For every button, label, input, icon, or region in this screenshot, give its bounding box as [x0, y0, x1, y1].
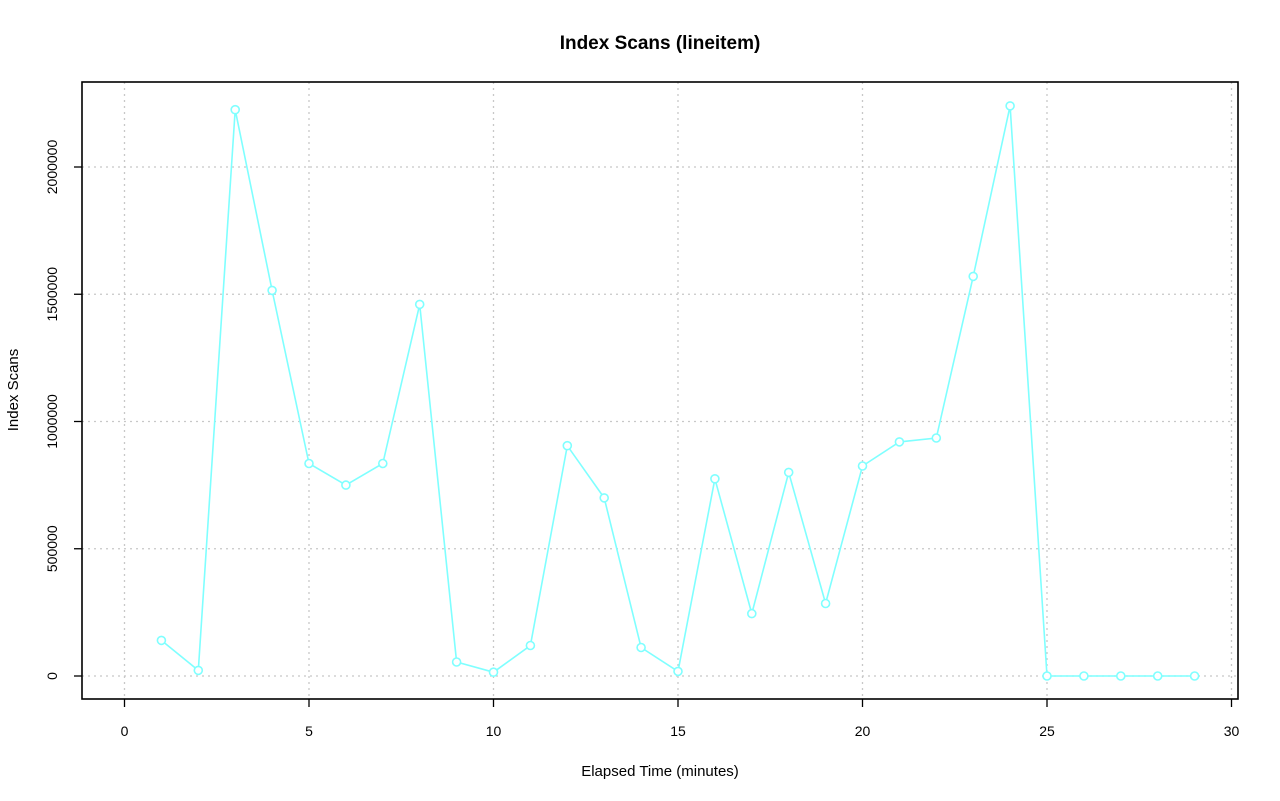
data-point — [1079, 671, 1089, 681]
data-point — [783, 467, 794, 478]
data-point — [1189, 671, 1200, 681]
x-tick-label: 0 — [121, 723, 129, 739]
data-point — [710, 473, 720, 484]
x-tick-label: 15 — [670, 723, 686, 739]
data-point — [894, 437, 905, 447]
data-point — [636, 642, 646, 653]
y-tick-label: 1500000 — [44, 267, 60, 322]
x-tick-label: 5 — [305, 723, 313, 739]
data-point — [156, 635, 167, 646]
tick-layer: 0 5 10 15 20 25 30 0 500000 1000000 1500000 2000000 — [44, 140, 1239, 739]
data-point — [562, 440, 573, 451]
plot-frame — [81, 81, 1239, 700]
x-tick-label: 20 — [855, 723, 871, 739]
x-axis-label: Elapsed Time (minutes) — [581, 763, 739, 780]
y-tick-label: 2000000 — [44, 140, 60, 195]
x-tick-label: 30 — [1224, 723, 1240, 739]
data-point — [1042, 671, 1052, 681]
data-point — [525, 640, 536, 651]
data-point — [377, 458, 388, 469]
grid-layer — [82, 82, 1238, 699]
data-point — [414, 299, 425, 310]
data-point — [599, 493, 610, 503]
data-point — [341, 480, 351, 490]
data-point — [931, 433, 942, 443]
data-point — [746, 608, 757, 619]
y-axis-label: Index Scans — [5, 349, 22, 432]
data-point — [488, 667, 499, 678]
series-layer — [156, 101, 1200, 681]
data-point — [193, 665, 204, 676]
y-tick-label: 1000000 — [44, 394, 60, 449]
x-tick-label: 10 — [486, 723, 502, 739]
data-point — [1116, 671, 1126, 681]
data-point — [968, 271, 979, 282]
y-tick-label: 500000 — [44, 525, 60, 572]
data-point — [820, 598, 831, 609]
data-point — [304, 458, 314, 469]
data-point — [230, 104, 240, 115]
data-point — [857, 461, 868, 471]
data-point — [451, 657, 462, 667]
data-point — [673, 666, 683, 677]
chart-title: Index Scans (lineitem) — [560, 33, 761, 54]
data-point — [267, 285, 277, 296]
data-point — [1152, 671, 1163, 681]
y-tick-label: 0 — [44, 672, 60, 680]
data-point — [1005, 101, 1015, 111]
x-tick-label: 25 — [1039, 723, 1055, 739]
